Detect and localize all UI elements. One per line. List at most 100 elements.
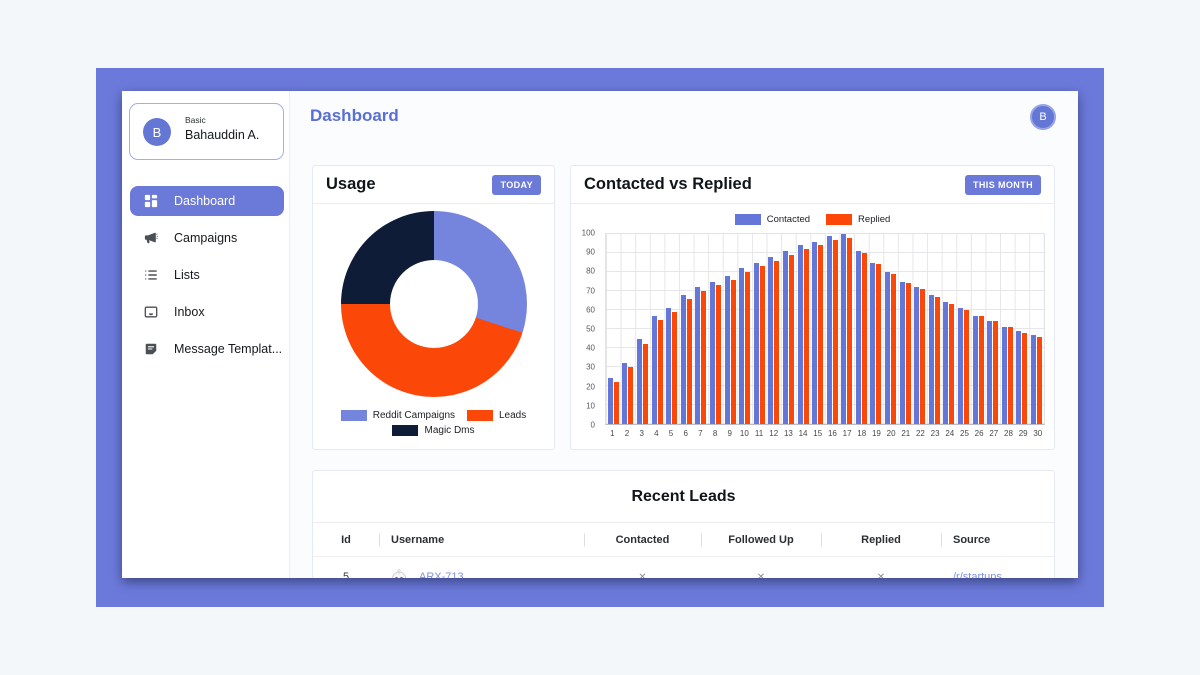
legend-label: Leads (499, 410, 527, 421)
sidebar-item-inbox[interactable]: Inbox (130, 297, 284, 327)
main-area: Dashboard B Usage TODAY R (290, 91, 1078, 578)
bar (812, 241, 818, 424)
sidebar-item-label: Lists (174, 268, 200, 282)
bar (803, 249, 809, 424)
bar (885, 272, 891, 424)
legend-item: Reddit Campaigns (340, 410, 455, 421)
y-tick-label: 100 (581, 228, 595, 238)
sidebar-item-label: Campaigns (174, 231, 238, 245)
contacted-vs-replied-card: Contacted vs Replied THIS MONTH Contacte… (570, 165, 1055, 450)
lead-source-link[interactable]: /r/startups (953, 571, 1002, 578)
x-tick-label: 16 (827, 429, 837, 438)
bar (943, 302, 949, 424)
table-row[interactable]: 5 ARX-713 ✕ (313, 557, 1054, 578)
user-avatar: B (143, 118, 171, 146)
bar-group (694, 234, 709, 424)
y-tick-label: 20 (586, 382, 595, 392)
bar-group (752, 234, 767, 424)
bar-group (825, 234, 840, 424)
y-axis-labels: 0 10 20 30 40 50 60 70 80 90 100 (573, 229, 599, 430)
bar (709, 281, 715, 424)
column-header-source: Source (941, 534, 1056, 546)
header-avatar[interactable]: B (1030, 104, 1056, 130)
bar (657, 319, 663, 424)
x-tick-label: 2 (624, 429, 630, 438)
x-tick-label: 9 (727, 429, 732, 438)
x-tick-label: 6 (683, 429, 688, 438)
bar (759, 266, 765, 424)
y-tick-label: 50 (586, 324, 595, 334)
bar (847, 237, 853, 424)
x-tick-label: 10 (739, 429, 749, 438)
bar-group (883, 234, 898, 424)
bar (680, 294, 686, 424)
bar (1031, 334, 1037, 424)
bar (686, 298, 692, 424)
bar (949, 304, 955, 424)
legend-label: Magic Dms (424, 425, 475, 436)
bar (964, 310, 970, 424)
user-plan-label: Basic (185, 115, 206, 125)
x-tick-label: 3 (639, 429, 644, 438)
x-tick-label: 22 (915, 429, 925, 438)
sidebar-item-message-templates[interactable]: Message Templat... (130, 334, 284, 364)
user-card[interactable]: B Basic Bahauddin A. (129, 103, 284, 160)
bar (1037, 336, 1043, 424)
usage-card-title: Usage (326, 175, 376, 193)
y-tick-label: 0 (590, 420, 595, 430)
this-month-badge[interactable]: THIS MONTH (965, 174, 1041, 195)
bar-group (796, 234, 811, 424)
column-header-username: Username (379, 534, 584, 546)
bar-plot (605, 233, 1045, 425)
sidebar-item-label: Message Templat... (174, 342, 283, 356)
bar (739, 268, 745, 424)
y-tick-label: 90 (586, 247, 595, 257)
recent-leads-title: Recent Leads (313, 471, 1054, 523)
y-tick-label: 70 (586, 286, 595, 296)
bar-group (650, 234, 665, 424)
bar-group (606, 234, 621, 424)
bar (958, 308, 964, 424)
y-tick-label: 40 (586, 343, 595, 353)
bar (695, 287, 701, 424)
bar (818, 245, 824, 424)
lead-contacted-mark: ✕ (638, 571, 647, 579)
bar-group (708, 234, 723, 424)
y-tick-label: 30 (586, 362, 595, 372)
x-tick-label: 14 (798, 429, 808, 438)
sidebar-item-campaigns[interactable]: Campaigns (130, 223, 284, 253)
x-tick-label: 23 (930, 429, 940, 438)
lead-username-cell: ARX-713 (379, 567, 584, 578)
x-tick-label: 12 (769, 429, 779, 438)
bar-group (942, 234, 957, 424)
x-tick-label: 7 (698, 429, 703, 438)
x-tick-label: 21 (901, 429, 911, 438)
bar (788, 254, 794, 424)
bar-group (810, 234, 825, 424)
legend-swatch (392, 425, 419, 436)
bar (642, 344, 648, 424)
sidebar-item-lists[interactable]: Lists (130, 260, 284, 290)
recent-leads-table: Id Username Contacted Followed Up Replie… (313, 523, 1054, 578)
bar (876, 264, 882, 424)
bar (928, 294, 934, 424)
bar (1007, 327, 1013, 424)
bar-group (869, 234, 884, 424)
usage-card: Usage TODAY Reddit Campaigns (312, 165, 555, 450)
bar-group (971, 234, 986, 424)
x-tick-label: 5 (668, 429, 674, 438)
column-header-id: Id (341, 533, 351, 546)
bar (914, 287, 920, 424)
bar-group (840, 234, 855, 424)
bar-group (854, 234, 869, 424)
bar-group (635, 234, 650, 424)
today-badge[interactable]: TODAY (492, 174, 541, 195)
x-tick-label: 13 (783, 429, 793, 438)
bar (666, 308, 672, 424)
sidebar-item-dashboard[interactable]: Dashboard (130, 186, 284, 216)
y-tick-label: 80 (586, 266, 595, 276)
bar-group (985, 234, 1000, 424)
bar (972, 315, 978, 424)
lead-username-link[interactable]: ARX-713 (419, 571, 464, 578)
